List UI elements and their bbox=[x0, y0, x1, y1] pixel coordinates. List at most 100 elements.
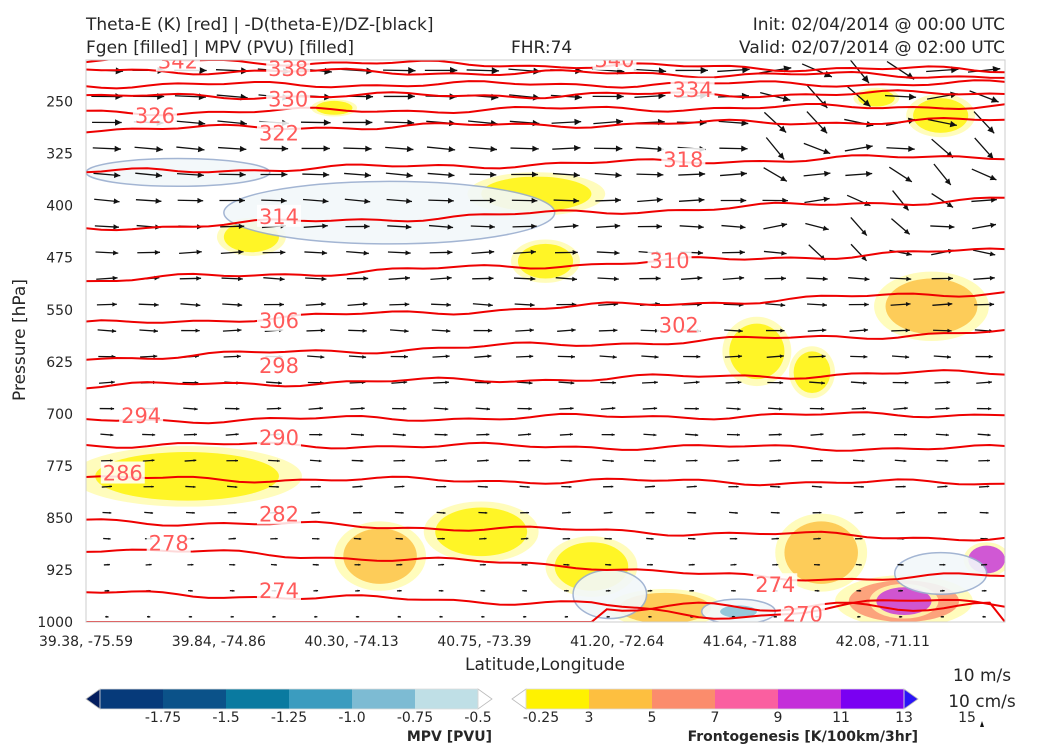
mpv-colorbar-extend-min bbox=[85, 688, 101, 710]
wind-vector-head bbox=[197, 172, 204, 178]
contour-label-bg bbox=[661, 147, 706, 170]
x-axis-label: Latitude,Longitude bbox=[465, 655, 625, 675]
wind-vector-head bbox=[191, 537, 195, 540]
wind-vector-head bbox=[530, 249, 536, 255]
y-tick-label-475: 475 bbox=[46, 251, 73, 267]
x-tick-label-3: 40.75, -73.39 bbox=[437, 634, 531, 650]
wind-vector-head bbox=[656, 223, 662, 230]
wind-vector-head bbox=[400, 563, 403, 566]
theta-e-contour-326 bbox=[86, 103, 1005, 117]
wind-vector-head bbox=[317, 537, 320, 540]
wind-vector-head bbox=[908, 145, 915, 152]
wind-vector-head bbox=[741, 119, 749, 127]
wind-vector-head bbox=[403, 380, 408, 384]
wind-vector-head bbox=[488, 302, 493, 308]
wind-vector-head bbox=[987, 459, 990, 462]
wind-vector-head bbox=[567, 537, 571, 540]
fgen-region-10 bbox=[343, 528, 417, 584]
wind-vector-head bbox=[657, 171, 664, 178]
wind-vector-head bbox=[273, 615, 276, 618]
wind-vector-head bbox=[734, 563, 737, 566]
contour-label-bg bbox=[155, 60, 200, 72]
wind-vector-head bbox=[525, 563, 528, 566]
fgen-colorbar-swatch-3 bbox=[652, 689, 716, 709]
wind-vector-head bbox=[653, 459, 656, 463]
contour-label-302: 302 bbox=[659, 314, 699, 338]
wind-vector-head bbox=[611, 459, 614, 463]
wind-vector-head bbox=[321, 276, 327, 282]
wind-vector-head bbox=[280, 197, 287, 204]
wind-vector-head bbox=[487, 354, 492, 359]
wind-vector-head bbox=[693, 511, 697, 514]
wind-vector-head bbox=[861, 459, 865, 463]
fgen-colorbar-frame bbox=[525, 688, 905, 710]
wind-vector-head bbox=[614, 223, 621, 229]
wind-vector-head bbox=[441, 563, 445, 566]
wind-vector-head bbox=[820, 432, 824, 436]
wind-vector-head bbox=[363, 276, 369, 281]
mpv-colorbar-tick-1: -1.5 bbox=[212, 710, 239, 726]
wind-vector-head bbox=[616, 118, 623, 126]
wind-vector-head bbox=[489, 197, 496, 204]
wind-vector-head bbox=[408, 67, 416, 75]
wind-vector-head bbox=[526, 511, 530, 514]
wind-vector-head bbox=[445, 380, 449, 385]
wind-vector-head bbox=[239, 197, 245, 204]
theta-e-contour-318 bbox=[86, 154, 1005, 174]
wind-vector-head bbox=[277, 459, 280, 463]
fgen-colorbar-swatch-4 bbox=[715, 689, 779, 709]
wind-vector-head bbox=[989, 251, 996, 257]
wind-vector-head bbox=[190, 589, 193, 592]
contour-label-layer: 342 340 338 334 330 326 322 318 314 310 306 302 298 2… bbox=[100, 60, 825, 622]
wind-vector-head bbox=[861, 485, 864, 488]
wind-vector-head bbox=[865, 171, 873, 177]
fgen-colorbar-swatch-1 bbox=[526, 689, 590, 709]
wind-vector-head bbox=[987, 433, 991, 437]
wind-vector-head bbox=[738, 354, 743, 359]
wind-vector-head bbox=[236, 407, 240, 411]
wind-vector-head bbox=[112, 302, 117, 307]
wind-vector-head bbox=[695, 407, 699, 411]
y-tick-label-325: 325 bbox=[46, 147, 73, 163]
theta-e-contour-322 bbox=[86, 116, 1005, 134]
wind-vector-head bbox=[817, 563, 821, 566]
wind-vector-head bbox=[696, 354, 701, 359]
wind-vector-head bbox=[819, 485, 823, 489]
contour-label-306: 306 bbox=[259, 309, 299, 333]
mpv-colorbar-swatch-5 bbox=[352, 689, 416, 709]
wind-vector-head bbox=[155, 198, 162, 204]
wind-vector-head bbox=[983, 615, 986, 618]
mpv-colorbar-tick-5: -0.5 bbox=[464, 710, 491, 726]
wind-vector-head bbox=[568, 511, 571, 514]
wind-vector-head bbox=[152, 433, 156, 437]
wind-vector-head bbox=[947, 328, 952, 333]
wind-vector-head bbox=[658, 67, 667, 75]
wind-vector-head bbox=[821, 328, 827, 333]
wind-vector-head bbox=[779, 380, 784, 385]
wind-vector-head bbox=[365, 119, 373, 126]
wind-vector-head bbox=[193, 459, 197, 462]
mpv-colorbar-swatch-1 bbox=[100, 689, 164, 709]
wind-vector-head bbox=[822, 225, 829, 231]
wind-vector-head bbox=[153, 354, 158, 359]
wind-vector-head bbox=[154, 302, 159, 307]
wind-vector-head bbox=[695, 433, 699, 437]
fgen-colorbar-tick-0: 3 bbox=[585, 710, 594, 726]
wind-vector-head bbox=[531, 197, 538, 204]
wind-vector-head bbox=[903, 228, 910, 235]
wind-vector-head bbox=[740, 170, 747, 177]
wind-vector-head bbox=[527, 459, 531, 462]
y-tick-label-850: 850 bbox=[46, 511, 73, 527]
wind-vector-head bbox=[823, 148, 831, 155]
plot-frame bbox=[85, 59, 1006, 623]
wind-vector-head bbox=[407, 93, 415, 100]
contour-label-bg bbox=[266, 87, 311, 110]
theta-e-contour-278 bbox=[86, 548, 1005, 582]
contour-label-322: 322 bbox=[259, 122, 299, 146]
wind-vector-head bbox=[691, 589, 695, 592]
wind-vector-head bbox=[113, 224, 119, 230]
wind-vector-head bbox=[482, 589, 486, 592]
wind-vector-head bbox=[237, 276, 243, 282]
wind-vector-head bbox=[989, 302, 995, 307]
wind-vector-head bbox=[652, 485, 656, 488]
